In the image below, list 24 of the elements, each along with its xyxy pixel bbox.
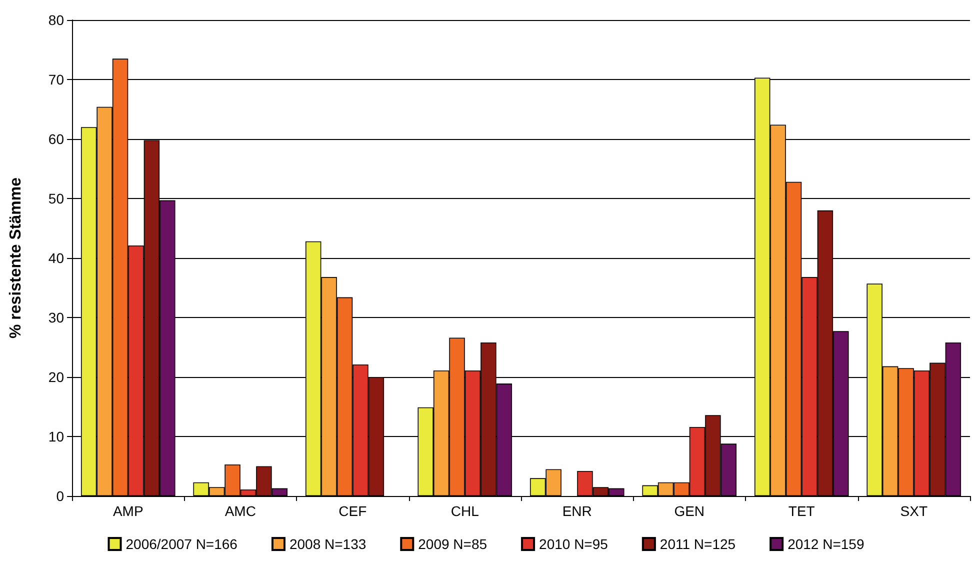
x-tick-label: AMC	[224, 503, 256, 519]
y-tick-label: 20	[48, 369, 64, 385]
legend-label: 2006/2007 N=166	[126, 536, 238, 552]
x-tick-label: AMP	[112, 503, 144, 519]
y-tick-label: 40	[48, 250, 64, 266]
legend-label: 2012 N=159	[788, 536, 864, 552]
y-tick-label: 50	[48, 190, 64, 206]
y-tick-label: 0	[56, 488, 64, 504]
x-tick-label: SXT	[900, 503, 928, 519]
x-tick-label: GEN	[674, 503, 705, 519]
x-tick-label: CHL	[450, 503, 480, 519]
y-tick-label: 10	[48, 428, 64, 444]
y-tick-label: 80	[48, 12, 64, 28]
legend-label: 2010 N=95	[539, 536, 608, 552]
x-tick-label: CEF	[338, 503, 367, 519]
y-tick-label: 70	[48, 72, 64, 88]
legend-label: 2011 N=125	[660, 536, 736, 552]
legend-label: 2008 N=133	[289, 536, 366, 552]
legend-label: 2009 N=85	[418, 536, 488, 552]
y-tick-label: 30	[48, 310, 64, 326]
y-tick-label: 60	[48, 131, 64, 147]
y-axis-title: % resistente Stämme	[8, 177, 24, 338]
x-tick-label: ENR	[562, 503, 592, 519]
x-tick-label: TET	[788, 503, 816, 519]
